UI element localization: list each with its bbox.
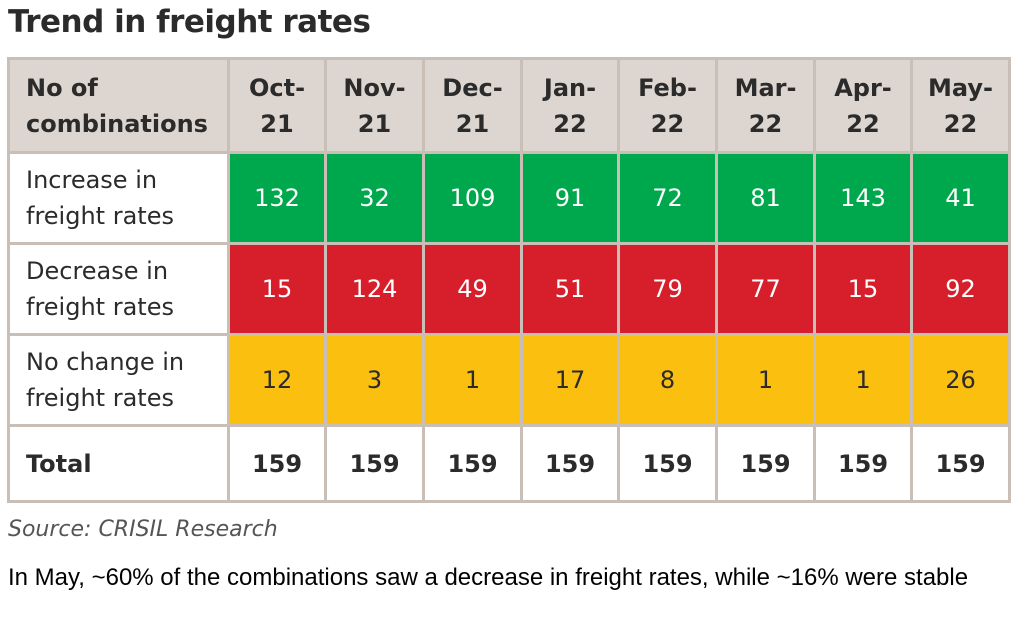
decrease-cell: 92 <box>910 242 1011 336</box>
total-cell: 159 <box>910 424 1011 503</box>
column-header: Nov- 21 <box>324 57 425 154</box>
header-label-line1: No of <box>26 73 98 102</box>
column-header-year: 21 <box>357 109 392 138</box>
freight-rates-table: No of combinations Oct- 21 Nov- 21 Dec- 21 … <box>7 57 1011 503</box>
column-header-year: 21 <box>455 109 490 138</box>
total-row: Total 159 159 159 159 159 159 159 159 <box>7 424 1011 503</box>
row-label-line1: No change in <box>26 348 185 376</box>
column-header: May- 22 <box>910 57 1011 154</box>
no-change-cell: 12 <box>227 333 327 427</box>
total-cell: 159 <box>813 424 913 503</box>
increase-cell: 91 <box>520 151 620 245</box>
decrease-cell: 77 <box>715 242 816 336</box>
row-label-line2: freight rates <box>26 384 174 412</box>
no-change-cell: 1 <box>715 333 816 427</box>
row-label-line1: Increase in <box>26 166 158 194</box>
decrease-cell: 51 <box>520 242 620 336</box>
header-label: No of combinations <box>7 57 230 154</box>
decrease-cell: 15 <box>227 242 327 336</box>
decrease-cell: 15 <box>813 242 913 336</box>
total-cell: 159 <box>227 424 327 503</box>
total-label: Total <box>7 424 230 503</box>
column-header: Oct- 21 <box>227 57 327 154</box>
caption-text: In May, ~60% of the combinations saw a d… <box>8 564 969 591</box>
column-header: Feb- 22 <box>617 57 718 154</box>
no-change-cell: 3 <box>324 333 425 427</box>
increase-cell: 72 <box>617 151 718 245</box>
total-cell: 159 <box>715 424 816 503</box>
page-title: Trend in freight rates <box>8 4 371 40</box>
increase-row: Increase in freight rates 132 32 109 91 7… <box>7 151 1011 245</box>
row-label: Decrease in freight rates <box>7 242 230 336</box>
total-cell: 159 <box>617 424 718 503</box>
row-label: Increase in freight rates <box>7 151 230 245</box>
column-header-month: Apr- <box>834 73 892 102</box>
column-header: Mar- 22 <box>715 57 816 154</box>
row-label-line2: freight rates <box>26 202 174 230</box>
decrease-cell: 79 <box>617 242 718 336</box>
column-header: Apr- 22 <box>813 57 913 154</box>
total-cell: 159 <box>324 424 425 503</box>
increase-cell: 132 <box>227 151 327 245</box>
column-header: Dec- 21 <box>422 57 523 154</box>
no-change-cell: 8 <box>617 333 718 427</box>
column-header-month: Feb- <box>638 73 697 102</box>
column-header-year: 22 <box>943 109 978 138</box>
column-header-year: 22 <box>748 109 783 138</box>
no-change-row: No change in freight rates 12 3 1 17 8 1 … <box>7 333 1011 427</box>
row-label-line2: freight rates <box>26 293 174 321</box>
column-header-month: Oct- <box>248 73 306 102</box>
no-change-cell: 26 <box>910 333 1011 427</box>
increase-cell: 143 <box>813 151 913 245</box>
column-header-year: 22 <box>650 109 685 138</box>
header-row: No of combinations Oct- 21 Nov- 21 Dec- 21 … <box>7 57 1011 154</box>
column-header-month: Mar- <box>734 73 797 102</box>
column-header-year: 22 <box>553 109 587 138</box>
no-change-cell: 1 <box>422 333 523 427</box>
column-header-year: 21 <box>260 109 294 138</box>
column-header-month: Nov- <box>343 73 406 102</box>
source-note: Source: CRISIL Research <box>8 517 278 542</box>
increase-cell: 41 <box>910 151 1011 245</box>
column-header-year: 22 <box>846 109 880 138</box>
column-header: Jan- 22 <box>520 57 620 154</box>
increase-cell: 109 <box>422 151 523 245</box>
increase-cell: 32 <box>324 151 425 245</box>
column-header-month: Jan- <box>543 73 597 102</box>
increase-cell: 81 <box>715 151 816 245</box>
no-change-cell: 17 <box>520 333 620 427</box>
decrease-cell: 124 <box>324 242 425 336</box>
row-label-line1: Decrease in <box>26 257 169 285</box>
no-change-cell: 1 <box>813 333 913 427</box>
column-header-month: Dec- <box>442 73 503 102</box>
header-label-line2: combinations <box>26 109 208 138</box>
total-cell: 159 <box>422 424 523 503</box>
decrease-cell: 49 <box>422 242 523 336</box>
row-label: No change in freight rates <box>7 333 230 427</box>
decrease-row: Decrease in freight rates 15 124 49 51 79… <box>7 242 1011 336</box>
column-header-month: May- <box>928 73 993 102</box>
total-cell: 159 <box>520 424 620 503</box>
